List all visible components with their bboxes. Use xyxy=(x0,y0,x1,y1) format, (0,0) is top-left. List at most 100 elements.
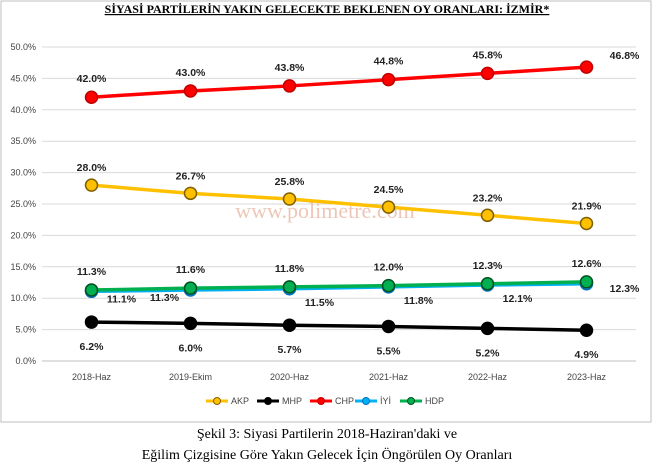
legend-item: İYİ xyxy=(355,396,391,406)
data-label: 11.8% xyxy=(275,263,305,275)
data-point-akp xyxy=(84,178,99,192)
data-label: 5.7% xyxy=(278,344,303,356)
data-label: 12.1% xyxy=(503,293,533,305)
data-point-akp xyxy=(381,200,396,214)
x-tick-label: 2020-Haz xyxy=(270,372,310,382)
y-tick-label: 50.0% xyxy=(10,42,36,52)
legend-label: HDP xyxy=(425,396,444,406)
data-label: 23.2% xyxy=(473,192,503,204)
series-mhp xyxy=(84,315,594,337)
data-point-chp xyxy=(84,90,99,104)
data-point-hdp xyxy=(282,280,297,294)
legend-label: CHP xyxy=(335,396,354,406)
legend-item: MHP xyxy=(257,396,302,406)
legend-swatch-marker xyxy=(317,397,325,405)
data-label: 11.3% xyxy=(150,292,180,304)
data-label: 11.1% xyxy=(107,293,137,305)
data-point-mhp xyxy=(84,315,99,329)
data-point-hdp xyxy=(84,283,99,297)
legend-item: HDP xyxy=(400,396,444,406)
data-label: 12.3% xyxy=(610,283,640,295)
data-point-mhp xyxy=(381,319,396,334)
caption-line-1: Şekil 3: Siyasi Partilerin 2018-Haziran'… xyxy=(196,427,458,442)
y-tick-label: 0.0% xyxy=(15,356,36,366)
y-tick-label: 40.0% xyxy=(10,105,36,115)
data-point-mhp xyxy=(282,318,297,332)
y-tick-label: 10.0% xyxy=(10,293,36,303)
caption-line-2: Eğilim Çizgisine Göre Yakın Gelecek İçin… xyxy=(141,448,513,463)
data-label: 21.9% xyxy=(572,200,602,212)
y-tick-label: 15.0% xyxy=(10,262,36,272)
y-tick-label: 20.0% xyxy=(10,230,36,240)
series-akp xyxy=(84,178,594,231)
data-point-akp xyxy=(579,216,594,231)
figure-caption: Şekil 3: Siyasi Partilerin 2018-Haziran'… xyxy=(0,424,654,466)
data-point-chp xyxy=(282,79,297,93)
data-label: 5.5% xyxy=(377,345,402,357)
data-label: 11.3% xyxy=(77,266,107,278)
data-label: 25.8% xyxy=(275,176,305,188)
legend-swatch-marker xyxy=(264,397,272,405)
legend-swatch-marker xyxy=(213,397,221,405)
data-point-hdp xyxy=(183,281,198,295)
series-line-akp xyxy=(89,183,589,226)
data-label: 12.3% xyxy=(473,260,503,272)
y-tick-label: 45.0% xyxy=(10,73,36,83)
x-tick-label: 2018-Haz xyxy=(72,372,112,382)
data-point-chp xyxy=(480,66,495,81)
data-point-mhp xyxy=(480,321,495,336)
x-tick-label: 2023-Haz xyxy=(567,372,607,382)
data-label: 11.6% xyxy=(176,264,206,276)
legend-label: İYİ xyxy=(380,396,391,406)
series-line-chp xyxy=(89,65,589,99)
y-tick-label: 25.0% xyxy=(10,199,36,209)
data-point-akp xyxy=(282,192,297,206)
data-label: 12.0% xyxy=(374,262,404,274)
data-point-chp xyxy=(183,84,198,98)
data-label: 5.2% xyxy=(476,347,501,359)
y-tick-label: 5.0% xyxy=(15,325,36,335)
chart-title: SİYASİ PARTİLERİN YAKIN GELECEKTE BEKLEN… xyxy=(105,2,550,16)
data-label: 43.8% xyxy=(275,62,305,74)
data-label: 28.0% xyxy=(77,162,107,174)
legend-item: CHP xyxy=(310,396,354,406)
series-line-hdp xyxy=(89,280,589,292)
data-label: 6.2% xyxy=(80,341,105,353)
legend-swatch-marker xyxy=(362,397,370,405)
data-label: 43.0% xyxy=(176,67,206,79)
legend-swatch-marker xyxy=(407,397,415,405)
x-tick-label: 2019-Ekim xyxy=(169,372,212,382)
data-label: 44.8% xyxy=(374,56,404,68)
data-point-hdp xyxy=(480,277,495,291)
series-chp xyxy=(84,60,594,104)
data-point-akp xyxy=(480,208,495,223)
x-tick-label: 2021-Haz xyxy=(369,372,409,382)
data-label: 6.0% xyxy=(179,342,204,354)
line-chart: SİYASİ PARTİLERİN YAKIN GELECEKTE BEKLEN… xyxy=(0,0,652,423)
data-point-mhp xyxy=(579,323,594,337)
data-point-hdp xyxy=(579,275,594,289)
data-label: 45.8% xyxy=(473,49,503,61)
data-point-hdp xyxy=(381,278,396,293)
data-label: 12.6% xyxy=(572,258,602,270)
legend-label: MHP xyxy=(282,396,302,406)
legend-item: AKP xyxy=(206,396,249,406)
data-point-chp xyxy=(579,60,594,74)
data-point-chp xyxy=(381,72,396,87)
data-label: 11.8% xyxy=(404,295,434,307)
data-label: 46.8% xyxy=(610,50,640,62)
legend-label: AKP xyxy=(231,396,249,406)
series-line-mhp xyxy=(89,320,589,332)
data-point-mhp xyxy=(183,316,198,331)
y-tick-label: 30.0% xyxy=(10,168,36,178)
data-label: 26.7% xyxy=(176,170,206,182)
data-label: 42.0% xyxy=(77,73,107,85)
series-hdp xyxy=(84,275,594,297)
data-point-akp xyxy=(183,186,198,201)
data-label: 11.5% xyxy=(305,297,335,309)
data-label: 24.5% xyxy=(374,184,404,196)
y-tick-label: 35.0% xyxy=(10,136,36,146)
x-tick-label: 2022-Haz xyxy=(468,372,508,382)
data-label: 4.9% xyxy=(575,349,600,361)
